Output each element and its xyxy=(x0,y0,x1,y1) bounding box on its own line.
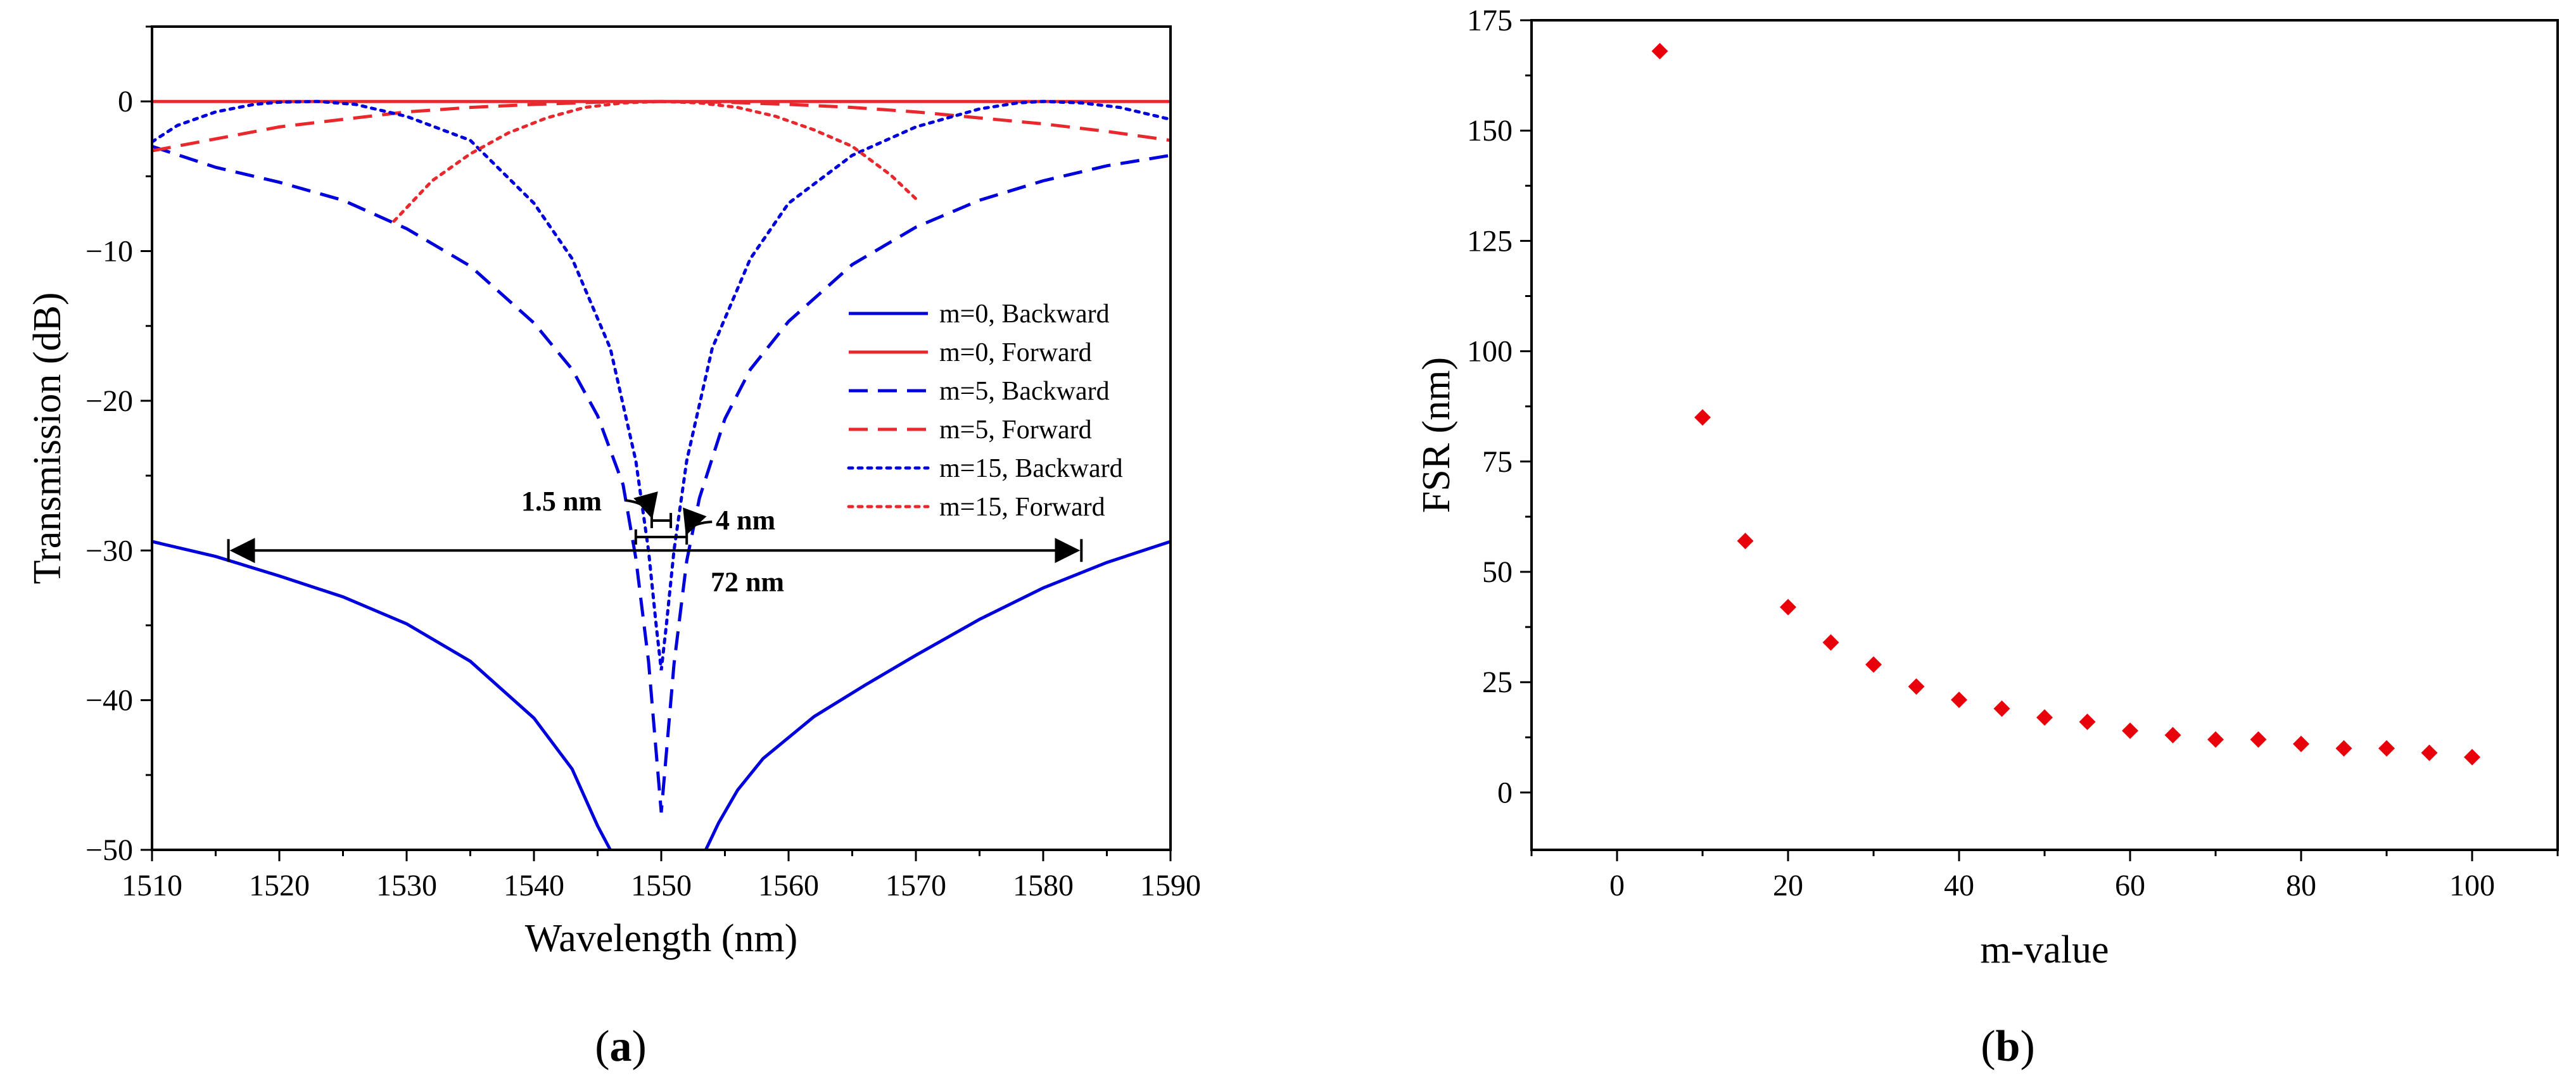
panel-b-y-axis-title: FSR (nm) xyxy=(1415,357,1458,513)
panel-a-annotations: 72 nm 4 nm 1.5 nm xyxy=(227,486,1083,597)
legend-label-m-0-backward: m=0, Backward xyxy=(939,300,1110,329)
y-tick-label: 0 xyxy=(1497,776,1513,809)
x-tick-label: 1570 xyxy=(885,869,946,902)
y-tick-label: −40 xyxy=(86,684,133,718)
data-point-m-55 xyxy=(2079,713,2096,730)
x-tick-label: 1590 xyxy=(1140,869,1201,902)
annotation-4nm-leader xyxy=(683,507,713,536)
data-point-m-15 xyxy=(1737,533,1754,550)
annotation-72nm-label: 72 nm xyxy=(711,566,784,597)
data-point-m-75 xyxy=(2250,731,2267,748)
y-tick-label: 100 xyxy=(1467,335,1513,369)
data-point-m-10 xyxy=(1694,409,1711,426)
x-tick-label: 100 xyxy=(2449,869,2495,902)
x-tick-label: 1580 xyxy=(1013,869,1074,902)
annotation-1-5nm-leader xyxy=(625,491,658,519)
x-tick-label: 1520 xyxy=(249,869,310,902)
panel-a-x-axis-title: Wavelength (nm) xyxy=(525,917,798,960)
panel-b-label: (b) xyxy=(1981,1022,2035,1071)
data-point-m-85 xyxy=(2335,740,2352,757)
x-tick-label: 1530 xyxy=(376,869,437,902)
data-point-m-20 xyxy=(1780,598,1796,616)
data-point-m-40 xyxy=(1951,692,1967,709)
legend-label-m-5-forward: m=5, Forward xyxy=(939,415,1092,445)
x-tick-label: 1540 xyxy=(504,869,564,902)
series-line-m-15-forward xyxy=(392,99,918,223)
x-tick-label: 1510 xyxy=(122,869,182,902)
data-point-m-60 xyxy=(2122,722,2138,739)
data-point-m-35 xyxy=(1908,678,1925,695)
x-tick-label: 1560 xyxy=(758,869,819,902)
x-tick-label: 0 xyxy=(1609,869,1625,902)
x-tick-label: 1550 xyxy=(631,869,692,902)
panel-a-legend: m=0, Backward m=0, Forward m=5, Backward m=… xyxy=(847,300,1123,522)
data-point-m-70 xyxy=(2207,731,2224,748)
panel-b-plot-area xyxy=(1651,42,2480,766)
y-tick-label: 175 xyxy=(1467,4,1513,37)
y-tick-label: 125 xyxy=(1467,224,1513,258)
series-line-m-5-backward xyxy=(152,144,1171,813)
y-tick-label: 50 xyxy=(1482,555,1513,589)
y-tick-label: 150 xyxy=(1467,114,1513,148)
series-line-m-0-backward xyxy=(152,540,1171,850)
legend-label-m-0-forward: m=0, Forward xyxy=(939,338,1092,367)
x-tick-label: 80 xyxy=(2286,869,2316,902)
panel-a-label: (a) xyxy=(595,1022,647,1071)
y-tick-label: −50 xyxy=(86,833,133,867)
panel-a-y-axis-title: Transmission (dB) xyxy=(26,292,69,584)
panel-a-plot-area xyxy=(152,99,1171,850)
data-point-m-45 xyxy=(1993,700,2010,718)
y-tick-label: 25 xyxy=(1482,666,1513,699)
panel-a-transmission-chart: 1510 1520 1530 1540 1550 1560 1570 1580 1590 0 −10… xyxy=(26,25,1201,1071)
data-point-m-5 xyxy=(1651,42,1668,60)
data-point-m-80 xyxy=(2293,735,2309,752)
panel-a-ticks: 1510 1520 1530 1540 1550 1560 1570 1580 1590 0 −10… xyxy=(86,25,1201,902)
y-tick-label: 75 xyxy=(1482,445,1513,479)
annotation-1-5nm-label: 1.5 nm xyxy=(521,486,602,517)
x-tick-label: 40 xyxy=(1944,869,1974,902)
data-point-m-65 xyxy=(2164,726,2181,743)
legend-label-m-15-forward: m=15, Forward xyxy=(939,493,1105,522)
annotation-4nm-label: 4 nm xyxy=(716,505,775,536)
y-tick-label: −10 xyxy=(86,235,133,269)
panel-b-x-axis-title: m-value xyxy=(1980,928,2109,971)
legend-label-m-15-backward: m=15, Backward xyxy=(939,454,1123,483)
x-tick-label: 60 xyxy=(2115,869,2145,902)
y-tick-label: −20 xyxy=(86,384,133,418)
data-point-m-30 xyxy=(1865,656,1882,673)
series-line-m-5-forward xyxy=(152,99,1171,153)
x-tick-label: 20 xyxy=(1773,869,1803,902)
panel-b-ticks: 0 20 40 60 80 100 0 25 50 75 100 125 150 175 xyxy=(1467,4,2559,902)
y-tick-label: −30 xyxy=(86,534,133,567)
y-tick-label: 0 xyxy=(118,85,133,118)
data-point-m-25 xyxy=(1822,634,1839,651)
data-point-m-50 xyxy=(2036,709,2053,726)
data-point-m-100 xyxy=(2464,749,2480,766)
legend-label-m-5-backward: m=5, Backward xyxy=(939,377,1110,406)
series-line-m-15-backward xyxy=(152,99,1171,671)
data-point-m-95 xyxy=(2421,744,2438,761)
data-point-m-90 xyxy=(2378,740,2395,757)
